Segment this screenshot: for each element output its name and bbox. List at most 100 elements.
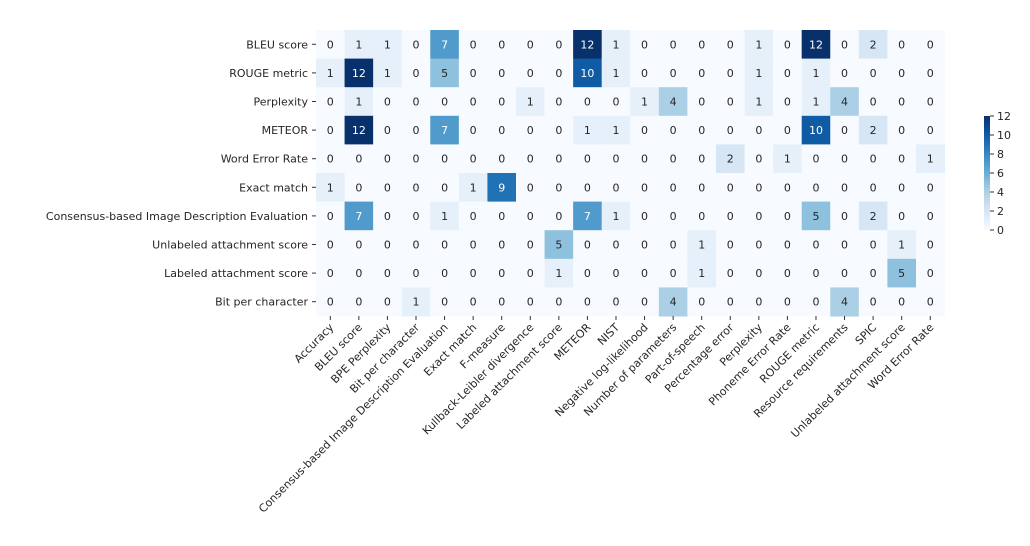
cell-value-label: 1 [384,38,391,51]
heatmap-cell [744,230,774,260]
heatmap-cell [687,258,717,288]
cell-value-label: 0 [727,296,734,309]
heatmap-cell [601,58,631,88]
cell-value-label: 0 [841,38,848,51]
cell-value-label: 0 [527,239,534,252]
cell-value-label: 0 [470,210,477,223]
heatmap-cell [430,30,460,60]
cell-value-label: 0 [727,181,734,194]
heatmap-cell [773,87,803,117]
heatmap-cell [344,115,374,145]
cell-value-label: 0 [384,124,391,137]
cell-value-label: 0 [927,67,934,80]
cell-value-label: 0 [927,181,934,194]
cell-value-label: 0 [498,296,505,309]
cell-value-label: 0 [755,210,762,223]
cell-value-label: 0 [812,296,819,309]
cell-value-label: 1 [327,67,334,80]
heatmap-cell [830,115,860,145]
cell-value-label: 1 [927,153,934,166]
cell-value-label: 0 [555,96,562,109]
cell-value-label: 0 [584,96,591,109]
heatmap-cell [458,115,488,145]
heatmap-cell [515,115,546,145]
heatmap-cell [316,144,346,174]
cell-value-label: 0 [755,124,762,137]
cell-value-label: 1 [784,153,791,166]
cell-value-label: 0 [727,239,734,252]
heatmap-cell [458,173,488,203]
row-label: Word Error Rate [221,153,309,166]
cell-value-label: 0 [441,96,448,109]
heatmap-cell [430,58,460,88]
heatmap-cell [458,287,488,317]
cell-value-label: 0 [698,96,705,109]
cell-value-label: 0 [584,239,591,252]
heatmap-cell [430,173,460,203]
heatmap-cell [715,144,746,174]
cell-value-label: 5 [812,210,819,223]
cell-value-label: 0 [812,267,819,280]
heatmap-cell [630,201,660,231]
heatmap-cell [573,30,603,60]
heatmap-cell [458,201,488,231]
cell-value-label: 12 [580,38,594,51]
cell-value-label: 0 [470,124,477,137]
heatmap-cell [773,144,803,174]
cell-value-label: 0 [527,267,534,280]
cell-value-label: 0 [527,153,534,166]
cell-value-label: 1 [698,267,705,280]
heatmap-cell [573,144,603,174]
heatmap-cell [430,201,460,231]
heatmap-cell [515,58,546,88]
cell-value-label: 2 [727,153,734,166]
heatmap-cell [830,58,860,88]
heatmap-cell [773,173,803,203]
heatmap-cell [858,87,888,117]
cell-value-label: 0 [641,38,648,51]
cell-value-label: 0 [384,96,391,109]
heatmap-cell [858,287,888,317]
heatmap-cell [773,115,803,145]
cell-value-label: 0 [670,153,677,166]
heatmap-cell [316,30,346,60]
cell-value-label: 4 [841,96,848,109]
cell-value-label: 0 [641,239,648,252]
heatmap-cell [801,287,831,317]
cell-value-label: 0 [327,124,334,137]
heatmap-cell [487,230,517,260]
heatmap-cell [316,287,346,317]
heatmap-cell [658,144,688,174]
cell-value-label: 0 [412,267,419,280]
cell-value-label: 0 [527,38,534,51]
cell-value-label: 7 [441,124,448,137]
heatmap-cell [801,173,831,203]
heatmap-cell [601,230,631,260]
heatmap-cell [515,144,546,174]
heatmap-cell [687,87,717,117]
cell-value-label: 4 [841,296,848,309]
heatmap-cell [858,115,888,145]
colorbar-tick-label: 10 [997,129,1011,142]
cell-value-label: 0 [870,67,877,80]
cell-value-label: 0 [727,96,734,109]
heatmap-cell [915,287,946,317]
colorbar-tick-label: 2 [997,205,1004,218]
heatmap-cell [915,173,946,203]
cell-value-label: 0 [870,96,877,109]
cell-value-label: 0 [327,267,334,280]
heatmap-cell [515,258,546,288]
cell-value-label: 0 [727,267,734,280]
cell-value-label: 0 [412,210,419,223]
heatmap-cell [373,173,403,203]
heatmap-cell [601,144,631,174]
heatmap-cell [830,173,860,203]
heatmap-cell [801,144,831,174]
heatmap-cell [544,173,574,203]
cell-value-label: 0 [527,124,534,137]
cell-value-label: 0 [412,67,419,80]
heatmap-cell [744,287,774,317]
heatmap-cell [544,258,574,288]
cell-value-label: 0 [841,181,848,194]
